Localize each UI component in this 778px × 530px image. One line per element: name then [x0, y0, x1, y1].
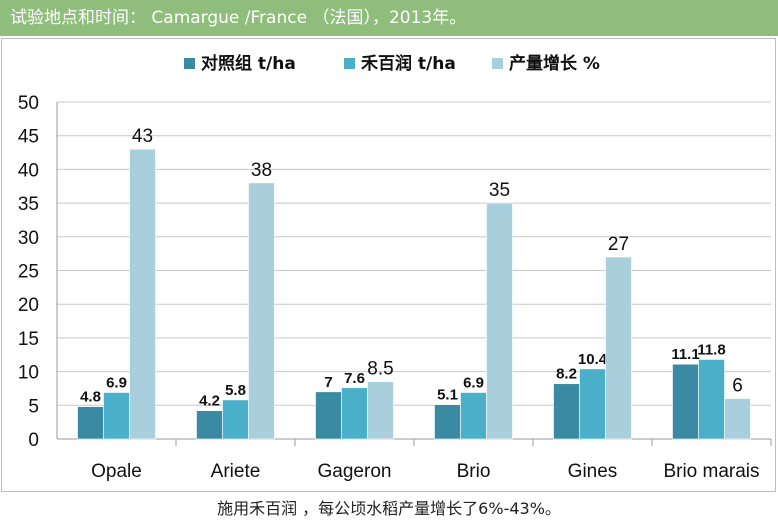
bar: [248, 182, 275, 440]
bar: [222, 399, 249, 440]
data-label: 5.8: [225, 382, 246, 399]
data-label: 8.2: [556, 366, 577, 383]
data-label: 6: [732, 376, 743, 397]
bar: [486, 202, 513, 440]
bar: [315, 391, 342, 440]
x-tick-label: Brio: [457, 461, 491, 482]
legend-swatch: [344, 58, 355, 69]
y-tick-label: 45: [18, 127, 39, 148]
y-tick-label: 40: [18, 160, 39, 181]
data-label: 7: [324, 374, 332, 391]
x-tick-label: Brio marais: [663, 461, 759, 482]
data-label: 10.4: [578, 351, 608, 368]
header-banner: 试验地点和时间： Camargue /France （法国），2013年。: [0, 0, 778, 36]
bar: [460, 392, 487, 440]
bar: [605, 256, 632, 440]
bar: [103, 392, 130, 440]
y-tick-label: 5: [28, 396, 39, 417]
bar: [698, 359, 725, 440]
legend-label: 对照组 t/ha: [201, 53, 296, 74]
data-label: 8.5: [367, 359, 393, 380]
legend-label: 产量增长 %: [509, 53, 600, 74]
data-label: 6.9: [463, 374, 484, 391]
data-label: 6.9: [106, 374, 127, 391]
legend-swatch: [184, 58, 195, 69]
bar: [672, 363, 699, 440]
bar: [553, 383, 580, 440]
data-label: 11.8: [697, 341, 725, 358]
data-label: 35: [489, 180, 510, 201]
legend-label: 禾百润 t/ha: [361, 53, 456, 74]
data-label: 5.1: [437, 387, 458, 404]
bar: [724, 398, 751, 440]
bar: [367, 381, 394, 440]
x-tick-label: Gines: [568, 461, 618, 482]
chart-panel: 0 5 10 15 20 25 30 35 40 45 50 Opale 4.8 6.9 43 Ariete 4…: [1, 38, 776, 492]
data-label: 38: [251, 160, 272, 181]
data-label: 11.1: [671, 346, 699, 363]
y-tick-label: 20: [18, 295, 39, 316]
y-tick-label: 35: [18, 194, 39, 215]
bar: [196, 410, 223, 440]
y-tick-label: 10: [18, 363, 39, 384]
legend-swatch: [492, 58, 503, 69]
bar-chart: 0 5 10 15 20 25 30 35 40 45 50 Opale 4.8 6.9 43 Ariete 4…: [18, 53, 772, 482]
x-tick-label: Ariete: [211, 461, 261, 482]
y-tick-label: 30: [18, 228, 39, 249]
footer-caption: 施用禾百润 ，每公顷水稻产量增长了6%-43%。: [217, 499, 561, 518]
data-label: 43: [132, 126, 153, 147]
bar: [129, 148, 156, 440]
bar: [434, 404, 461, 440]
y-tick-label: 25: [18, 262, 39, 283]
bar: [579, 368, 606, 440]
x-tick-label: Opale: [91, 461, 142, 482]
bar: [341, 387, 368, 440]
y-tick-label: 15: [18, 329, 39, 350]
x-tick-label: Gageron: [318, 461, 392, 482]
bar: [77, 406, 104, 440]
y-tick-label: 50: [18, 93, 39, 114]
data-label: 27: [608, 234, 629, 255]
y-tick-label: 0: [28, 430, 39, 451]
data-label: 4.8: [80, 389, 101, 406]
data-label: 4.2: [199, 393, 220, 410]
data-label: 7.6: [344, 370, 365, 387]
